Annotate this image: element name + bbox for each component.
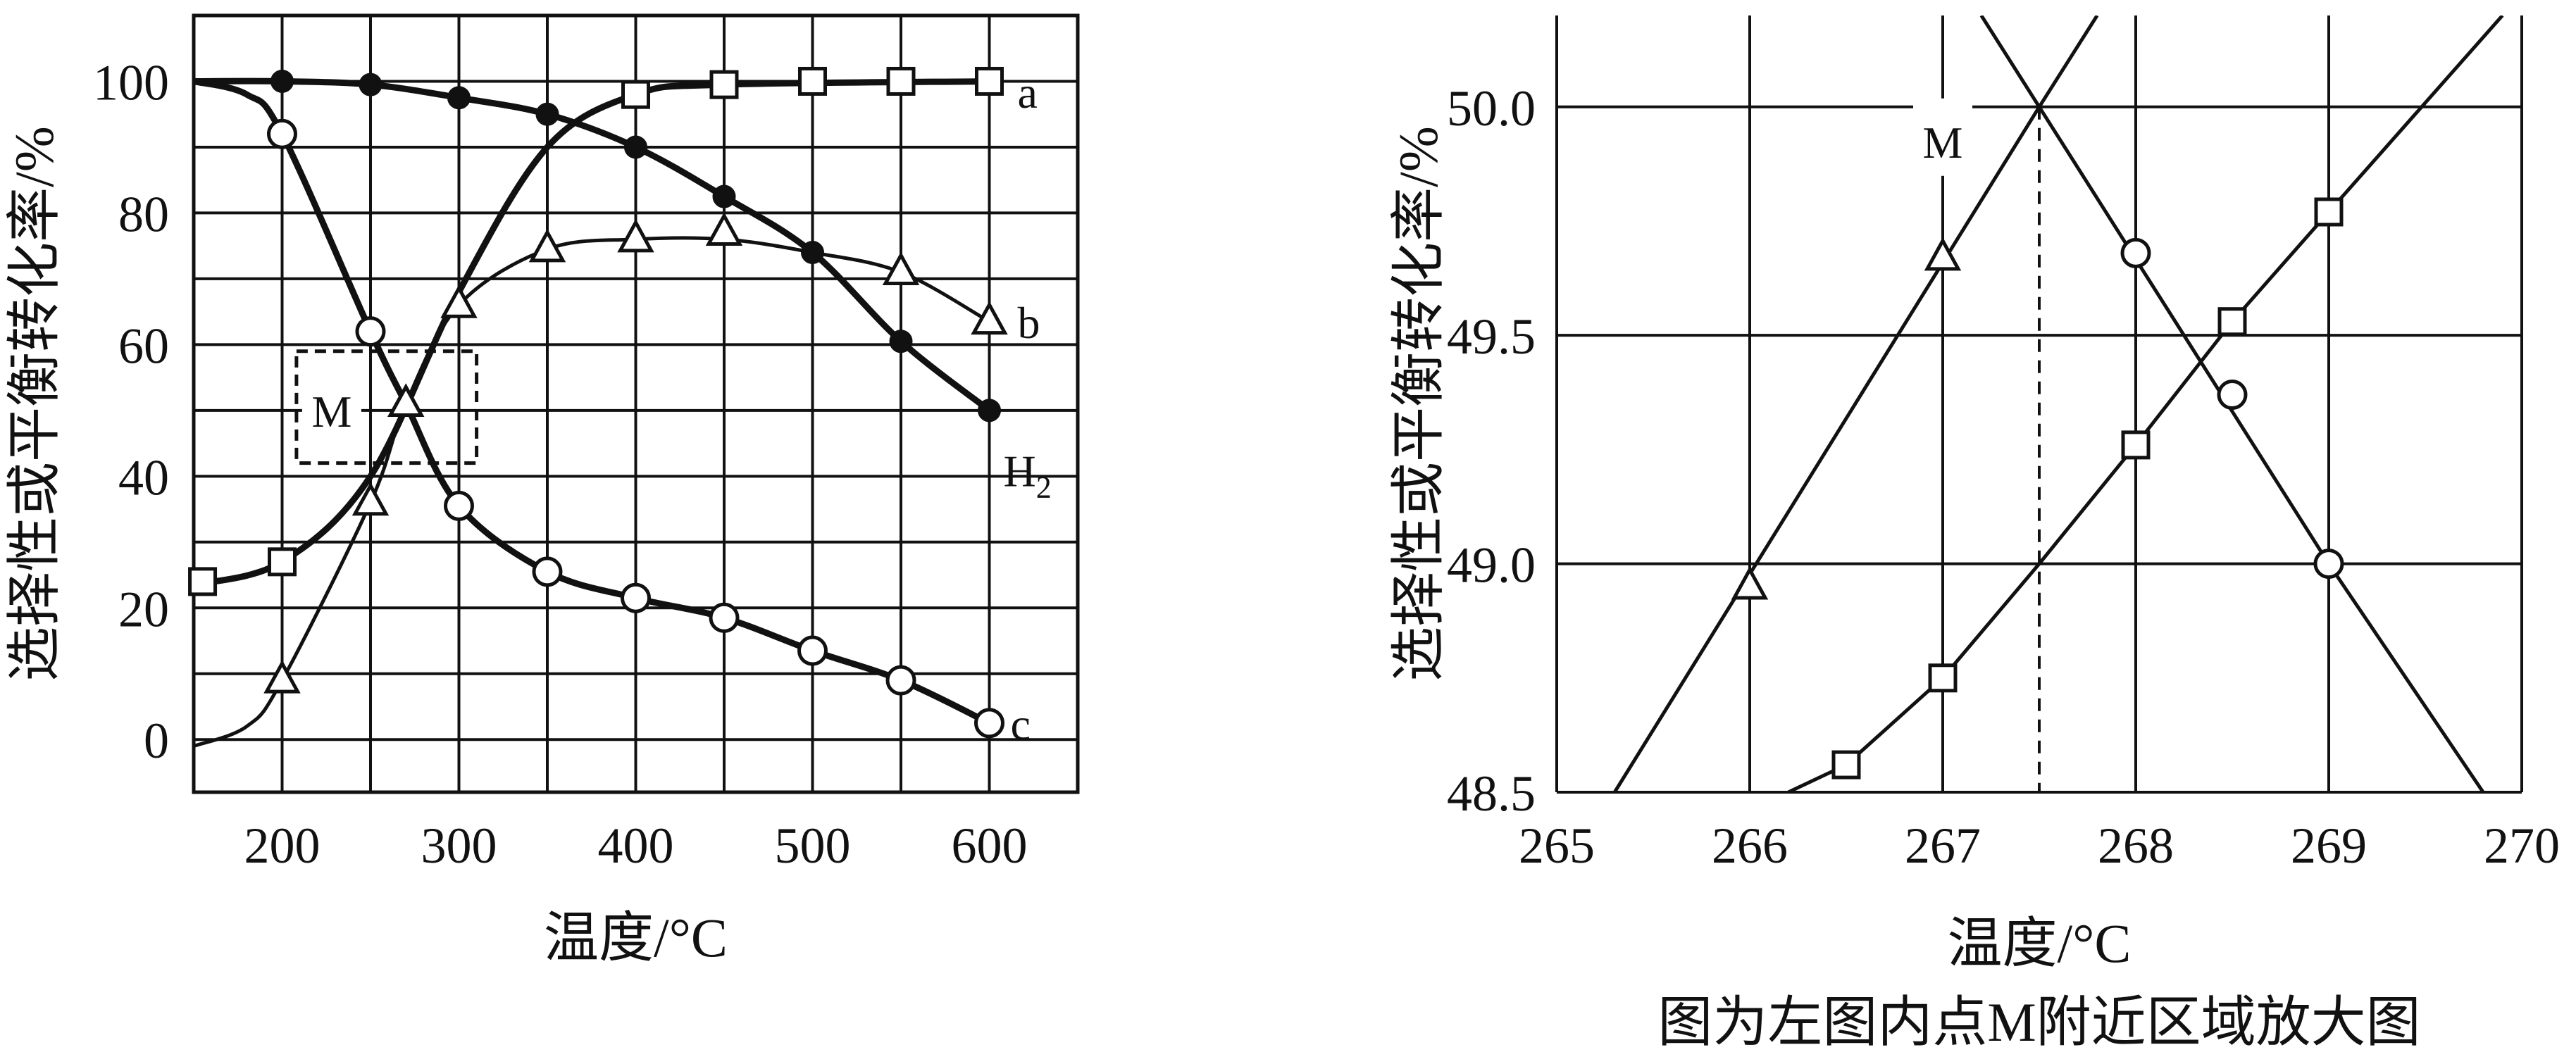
chart-caption: 图为左图内点M附近区域放大图	[1657, 991, 2420, 1053]
x-tick-label: 400	[598, 818, 674, 874]
y-tick-label: 49.5	[1447, 308, 1536, 365]
series-line-1	[194, 78, 990, 588]
y-tick-label: 60	[118, 318, 169, 374]
data-point-triangle	[351, 482, 390, 516]
data-point-filled-circle	[978, 399, 1001, 423]
y-tick-label: 0	[144, 713, 169, 769]
data-point-circle	[885, 665, 916, 696]
data-point-triangle	[387, 383, 425, 417]
data-point-triangle	[617, 218, 654, 253]
data-point-square	[1928, 663, 1958, 693]
data-point-square	[2121, 430, 2151, 460]
data-point-triangle	[528, 228, 566, 263]
data-point-square	[1831, 750, 1861, 780]
data-point-square	[621, 80, 650, 109]
right-chart-zoom-view: 265 266 267 268 269 270 48.5 49.0 49.5 50.0 温度/°C 选…	[1388, 15, 2560, 1053]
data-point-filled-circle	[712, 184, 736, 208]
series-curves	[1613, 15, 2504, 792]
series-line-2	[1979, 15, 2485, 792]
data-point-square	[2314, 197, 2344, 227]
data-point-filled-circle	[270, 69, 294, 93]
label-m: M	[1923, 118, 1963, 168]
data-point-filled-circle	[801, 241, 824, 265]
data-point-circle	[974, 708, 1004, 739]
data-point-square	[268, 547, 297, 577]
data-point-circle	[709, 602, 740, 633]
data-point-filled-circle	[535, 102, 559, 126]
data-point-filled-circle	[447, 86, 471, 110]
x-tick-label: 265	[1519, 818, 1595, 874]
data-point-filled-circle	[359, 73, 382, 96]
data-point-square	[798, 66, 827, 96]
series-label-h2-main: H	[1004, 446, 1036, 496]
x-tick-label: 500	[775, 818, 851, 874]
x-tick-label: 266	[1712, 818, 1788, 874]
y-tick-label: 80	[118, 186, 169, 242]
series-label-c: c	[1011, 699, 1031, 749]
data-point-circle	[2217, 380, 2248, 411]
data-point-square	[188, 567, 218, 596]
x-axis-title: 温度/°C	[1948, 913, 2132, 974]
data-point-circle	[797, 635, 828, 666]
series-label-h2: H2	[1004, 446, 1052, 504]
data-point-triangle	[1731, 565, 1769, 600]
series-label-a: a	[1018, 68, 1038, 118]
left-chart: 200 300 400 500 600 0 20 40 60 80 100 温度/°C 选择性或平衡转化…	[4, 13, 1080, 968]
data-point-triangle	[263, 659, 301, 694]
series-label-h2-subscript: 2	[1036, 470, 1052, 504]
data-point-square	[709, 70, 739, 99]
y-axis-title: 选择性或平衡转化率/%	[4, 126, 65, 682]
data-point-circle	[2313, 549, 2344, 580]
data-point-circle	[532, 556, 563, 587]
data-point-square	[975, 66, 1004, 96]
data-point-triangle	[440, 284, 478, 318]
y-axis-title: 选择性或平衡转化率/%	[1388, 126, 1449, 682]
y-tick-label: 40	[118, 449, 169, 506]
label-m-background	[301, 374, 361, 438]
plot-frame	[192, 13, 1080, 794]
x-tick-label: 200	[244, 818, 321, 874]
data-point-circle	[355, 316, 386, 347]
label-m-background	[1913, 98, 1972, 176]
x-tick-label: 269	[2291, 818, 2367, 874]
data-point-filled-circle	[889, 330, 913, 353]
data-point-triangle	[1924, 237, 1962, 271]
x-tick-label: 270	[2484, 818, 2560, 874]
y-tick-label: 50.0	[1447, 80, 1536, 137]
series-line-3	[1787, 15, 2504, 792]
x-tick-label: 300	[421, 818, 497, 874]
label-m: M	[311, 387, 351, 437]
data-point-triangle	[882, 251, 920, 286]
y-tick-label: 49.0	[1447, 537, 1536, 594]
y-tick-label: 100	[93, 54, 169, 111]
data-point-square	[886, 66, 916, 96]
data-point-triangle	[971, 301, 1008, 335]
y-tick-label: 48.5	[1447, 765, 1536, 822]
data-point-circle	[621, 582, 651, 613]
series-line-1	[1613, 15, 2099, 792]
series-line-4	[194, 77, 992, 413]
data-point-filled-circle	[624, 135, 647, 159]
data-point-triangle	[705, 212, 743, 246]
data-point-square	[2217, 307, 2247, 337]
x-tick-label: 267	[1905, 818, 1981, 874]
series-label-b: b	[1018, 298, 1040, 348]
data-point-circle	[444, 490, 474, 521]
data-point-circle	[2120, 237, 2151, 268]
y-tick-label: 20	[118, 581, 169, 637]
data-point-circle	[267, 118, 297, 149]
x-axis-title: 温度/°C	[544, 907, 728, 968]
x-tick-label: 268	[2098, 818, 2174, 874]
x-tick-label: 600	[952, 818, 1028, 874]
